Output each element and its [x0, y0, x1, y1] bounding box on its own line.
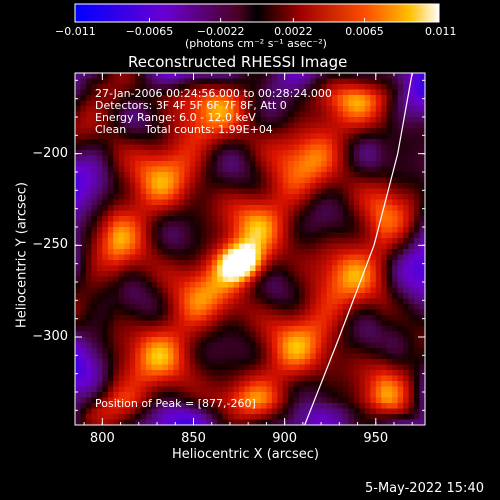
colorbar-tick-label: −0.0065 — [125, 25, 174, 38]
x-axis-label: Heliocentric X (arcsec) — [172, 447, 319, 462]
chart-title: Reconstructed RHESSI Image — [128, 53, 348, 71]
plot-frame — [74, 72, 426, 426]
x-tick-label: 800 — [89, 431, 115, 446]
x-tick-label: 900 — [272, 431, 298, 446]
x-tick-label: 950 — [363, 431, 389, 446]
y-axis-label: Heliocentric Y (arcsec) — [14, 182, 30, 328]
colorbar-tick-label: −0.011 — [55, 25, 96, 38]
colorbar-tick-label: 0.0065 — [345, 25, 384, 38]
x-tick-label: 850 — [181, 431, 206, 446]
colorbar-tick-label: 0.0022 — [274, 25, 313, 38]
peak-position-label: Position of Peak = [877,-260] — [95, 397, 256, 410]
colorbar-unit-label: (photons cm⁻² s⁻¹ asec⁻²) — [185, 37, 327, 50]
y-tick-label: −200 — [32, 145, 68, 161]
heatmap-image — [75, 73, 425, 425]
info-detectors: Detectors: 3F 4F 5F 6F 7F 8F, Att 0 — [95, 99, 287, 112]
info-energy: Energy Range: 6.0 - 12.0 keV — [95, 111, 256, 124]
y-tick-label: −250 — [32, 237, 68, 253]
solar-limb-curve — [304, 73, 413, 425]
colorbar — [74, 3, 440, 23]
info-total-counts: Total counts: 1.99E+04 — [145, 123, 273, 136]
y-tick-label: −300 — [32, 329, 68, 344]
datestamp: 5-May-2022 15:40 — [365, 481, 484, 496]
colorbar-tick-label: −0.0022 — [196, 25, 245, 38]
info-clean: Clean — [95, 123, 127, 136]
colorbar-tick-label: 0.011 — [425, 25, 457, 38]
info-time-range: 27-Jan-2006 00:24:56.000 to 00:28:24.000 — [95, 87, 332, 100]
